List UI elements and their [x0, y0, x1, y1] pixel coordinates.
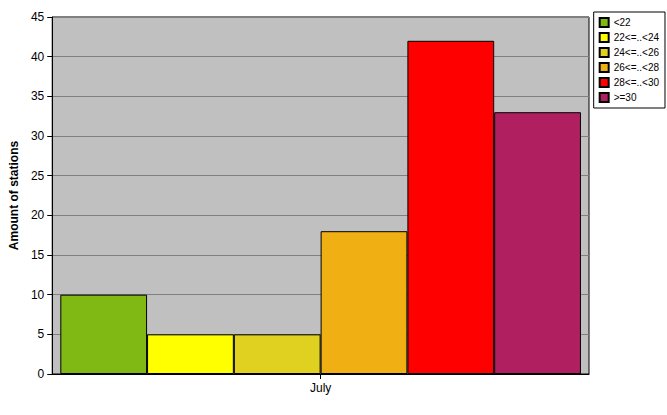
svg-text:15: 15	[31, 248, 45, 262]
svg-text:24<=..<26: 24<=..<26	[614, 47, 660, 58]
svg-text:35: 35	[31, 89, 45, 103]
svg-text:July: July	[310, 381, 331, 395]
svg-text:20: 20	[31, 208, 45, 222]
svg-text:5: 5	[38, 327, 45, 341]
svg-text:25: 25	[31, 169, 45, 183]
svg-text:<22: <22	[614, 17, 631, 28]
svg-text:22<=..<24: 22<=..<24	[614, 32, 660, 43]
svg-text:26<=..<28: 26<=..<28	[614, 62, 660, 73]
svg-text:>=30: >=30	[614, 92, 637, 103]
svg-text:40: 40	[31, 50, 45, 64]
svg-text:45: 45	[31, 10, 45, 24]
svg-text:10: 10	[31, 288, 45, 302]
svg-text:28<=..<30: 28<=..<30	[614, 77, 660, 88]
svg-text:Amount of stations: Amount of stations	[7, 141, 21, 251]
svg-text:30: 30	[31, 129, 45, 143]
svg-text:0: 0	[38, 367, 45, 381]
